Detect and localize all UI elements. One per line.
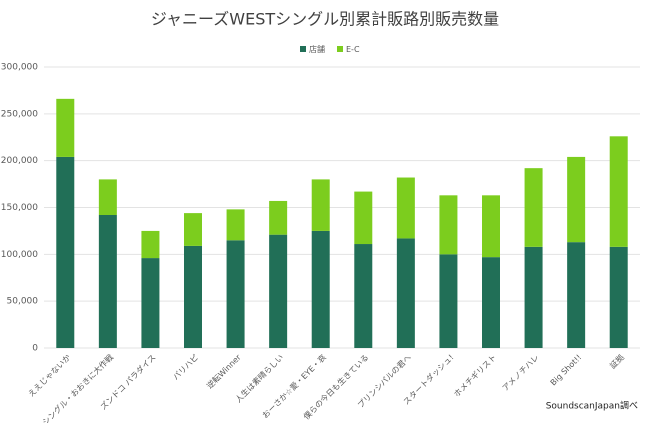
- bar-segment: [56, 156, 75, 348]
- x-tick-label: Big Shot!!: [549, 353, 584, 388]
- y-tick-label: 100,000: [1, 250, 38, 260]
- bar-segment: [141, 230, 160, 259]
- bar-segment: [609, 136, 628, 247]
- y-tick-label: 50,000: [7, 297, 39, 307]
- bar-segment: [98, 179, 117, 215]
- legend-label: 店舗: [309, 44, 325, 54]
- bar-segment: [482, 257, 500, 348]
- bar-segment: [396, 238, 415, 348]
- y-tick-label: 0: [32, 344, 38, 354]
- bar-segment: [524, 246, 543, 348]
- bar-segment: [311, 179, 330, 231]
- x-tick-label: 逆転Winner: [204, 352, 243, 391]
- bar-segment: [269, 234, 288, 348]
- bar-segment: [141, 258, 160, 348]
- x-tick-label: ええじゃないか: [27, 353, 73, 399]
- bar-segment: [226, 209, 245, 241]
- x-tick-label: シングル・おおきに大作戦: [40, 352, 115, 423]
- x-tick-label: アメノチハレ: [501, 353, 541, 393]
- bar-segment: [226, 240, 245, 348]
- bar-segment: [184, 213, 202, 246]
- x-tick-label: 証拠: [608, 352, 626, 370]
- bar-segment: [354, 244, 373, 348]
- bar-segment: [184, 245, 202, 348]
- bar-segment: [567, 242, 586, 348]
- bar-segment: [396, 177, 415, 239]
- bar-segment: [98, 214, 117, 348]
- x-tick-label: バリハピ: [171, 353, 200, 382]
- bar-segment: [311, 230, 330, 348]
- bar-segment: [482, 195, 500, 258]
- y-tick-label: 250,000: [1, 109, 38, 119]
- bar-segment: [439, 195, 458, 255]
- legend-swatch: [337, 46, 343, 52]
- x-tick-label: ホメチギリスト: [452, 353, 498, 399]
- y-tick-label: 200,000: [1, 156, 38, 166]
- chart-title: ジャニーズWESTシングル別累計販路別販売数量: [151, 10, 499, 29]
- y-tick-label: 300,000: [1, 63, 38, 73]
- legend-label: E-C: [346, 45, 360, 54]
- y-tick-label: 150,000: [1, 203, 38, 213]
- bar-segment: [439, 254, 458, 348]
- legend-swatch: [300, 46, 306, 52]
- bar-segment: [609, 246, 628, 348]
- bar-segment: [56, 98, 75, 157]
- bar-segment: [269, 200, 288, 235]
- bar-segment: [524, 168, 543, 247]
- bar-segment: [567, 156, 586, 243]
- note: SoundscanJapan調べ: [546, 400, 638, 412]
- bar-segment: [354, 191, 373, 245]
